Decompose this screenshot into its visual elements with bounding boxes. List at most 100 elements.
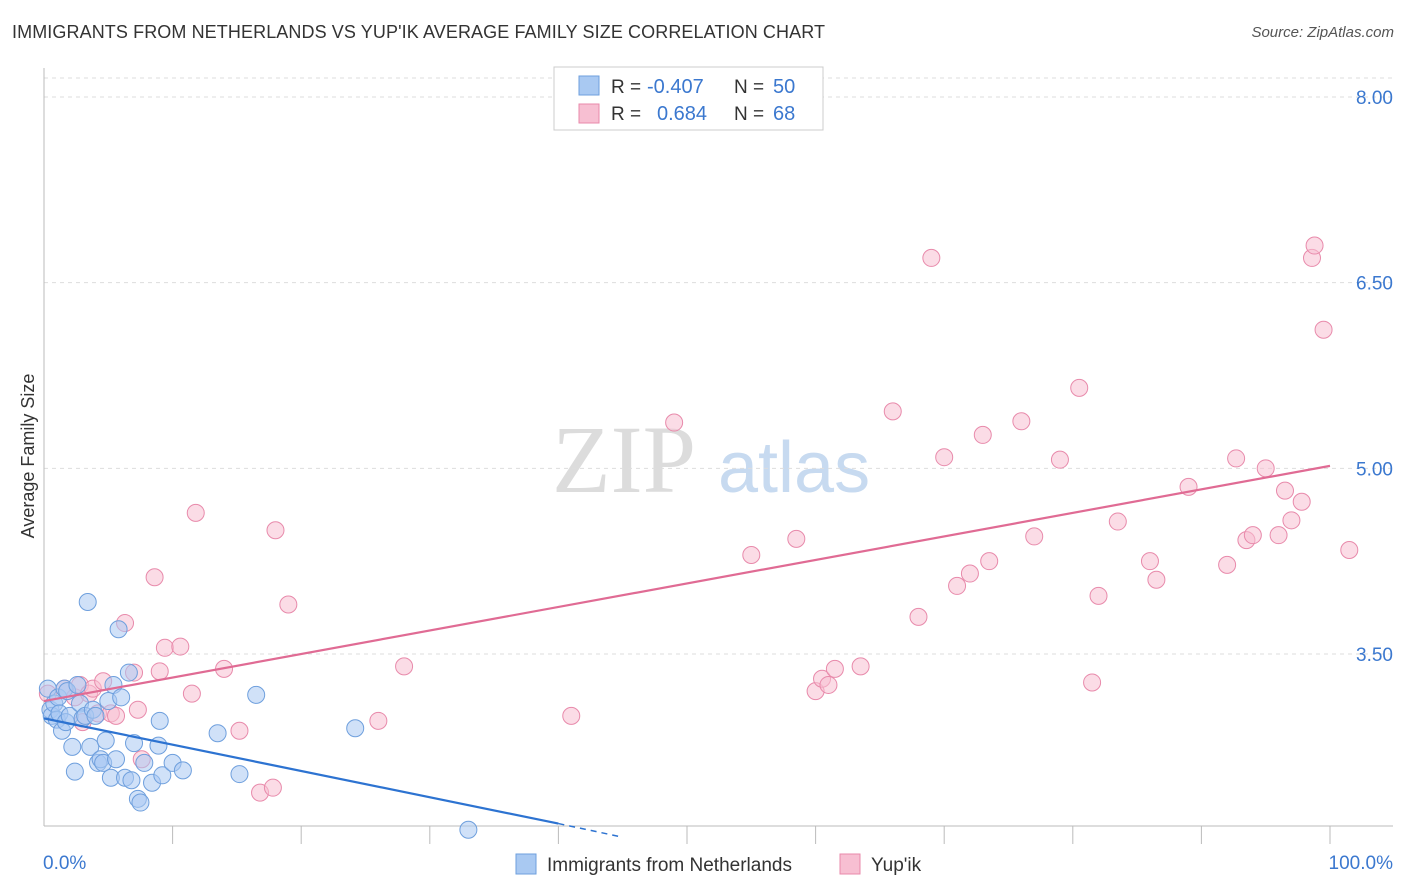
yupik-point <box>742 545 761 564</box>
legend-bottom-swatch-yupik <box>839 853 861 875</box>
series-yupik-points <box>38 236 1359 802</box>
legend-stats: R = -0.407 N = 50 R = 0.684 N = 68 <box>553 66 824 131</box>
yupik-point <box>182 684 201 703</box>
yupik-point <box>1218 555 1237 574</box>
yupik-point <box>1140 552 1159 571</box>
y-tick-label: 6.50 <box>1356 274 1393 295</box>
yupik-point <box>1050 450 1069 469</box>
netherlands-point <box>112 688 131 707</box>
netherlands-point <box>63 737 82 756</box>
netherlands-point <box>230 765 249 784</box>
yupik-point <box>922 248 941 267</box>
trendline-yupik <box>43 464 1331 703</box>
netherlands-point <box>173 761 192 780</box>
yupik-point <box>279 595 298 614</box>
yupik-point <box>909 607 928 626</box>
watermark: ZIP atlas <box>552 406 870 513</box>
legend-r-value-2: 0.684 <box>657 103 707 125</box>
yupik-point <box>171 637 190 656</box>
netherlands-point <box>125 734 144 753</box>
yupik-point <box>825 659 844 678</box>
netherlands-point <box>68 675 87 694</box>
y-tick-label: 8.00 <box>1356 88 1393 109</box>
netherlands-point <box>247 685 266 704</box>
netherlands-point <box>459 820 478 839</box>
yupik-point <box>266 521 285 540</box>
yupik-point <box>1269 526 1288 545</box>
yupik-point <box>1243 526 1262 545</box>
yupik-point <box>960 564 979 583</box>
yupik-point <box>787 529 806 548</box>
netherlands-point <box>150 711 169 730</box>
yupik-point <box>1083 673 1102 692</box>
legend-swatch-yupik <box>578 103 600 124</box>
yupik-point <box>263 778 282 797</box>
yupik-point <box>1227 449 1246 468</box>
netherlands-point <box>153 766 172 785</box>
legend-n-label-2: N = <box>734 104 764 125</box>
trend-lines <box>43 464 1331 838</box>
yupik-point <box>980 552 999 571</box>
yupik-point <box>819 675 838 694</box>
legend-bottom-swatch-netherlands <box>515 853 537 875</box>
yupik-point <box>1305 236 1324 255</box>
yupik-point <box>948 576 967 595</box>
yupik-point <box>395 657 414 676</box>
grid <box>44 77 1393 655</box>
netherlands-point <box>208 724 227 743</box>
x-tick-label-max: 100.0% <box>1329 853 1394 874</box>
netherlands-point <box>65 762 84 781</box>
yupik-point <box>155 638 174 657</box>
legend-bottom-label-yupik: Yup'ik <box>871 855 922 876</box>
yupik-point <box>1025 527 1044 546</box>
yupik-point <box>1070 378 1089 397</box>
netherlands-point <box>131 793 150 812</box>
yupik-point <box>145 568 164 587</box>
yupik-point <box>935 448 954 467</box>
legend-n-label-1: N = <box>734 77 764 98</box>
legend-r-value-1: -0.407 <box>647 76 704 98</box>
yupik-point <box>973 425 992 444</box>
yupik-point <box>665 413 684 432</box>
legend-bottom-label-netherlands: Immigrants from Netherlands <box>547 855 792 876</box>
yupik-point <box>1314 320 1333 339</box>
netherlands-point <box>78 593 97 612</box>
yupik-point <box>1282 511 1301 530</box>
legend-n-value-2: 68 <box>773 103 795 125</box>
yupik-point <box>1089 586 1108 605</box>
netherlands-point <box>107 750 126 769</box>
yupik-point <box>1108 512 1127 531</box>
y-tick-label: 3.50 <box>1356 645 1393 666</box>
legend-n-value-1: 50 <box>773 76 795 98</box>
yupik-point <box>186 503 205 522</box>
netherlands-point <box>109 620 128 639</box>
netherlands-point <box>122 771 141 790</box>
legend-r-label-1: R = <box>611 77 641 98</box>
yupik-point <box>1147 570 1166 589</box>
netherlands-point <box>86 706 105 725</box>
yupik-point <box>128 700 147 719</box>
netherlands-point <box>135 753 154 772</box>
netherlands-point <box>81 737 100 756</box>
yupik-point <box>1292 492 1311 511</box>
chart-source: Source: ZipAtlas.com <box>1251 24 1394 41</box>
legend-series: Immigrants from Netherlands Yup'ik <box>515 853 922 876</box>
chart-title: IMMIGRANTS FROM NETHERLANDS VS YUP'IK AV… <box>12 22 826 42</box>
y-tick-label: 5.00 <box>1356 459 1393 480</box>
trendline-netherlands <box>43 717 559 825</box>
yupik-point <box>1340 541 1359 560</box>
yupik-point <box>883 402 902 421</box>
yupik-point <box>1275 481 1294 500</box>
yupik-point <box>107 706 126 725</box>
x-tick-label-min: 0.0% <box>43 853 86 874</box>
yupik-point <box>230 721 249 740</box>
yupik-point <box>369 711 388 730</box>
series-netherlands-points <box>38 593 478 839</box>
y-tick-labels: 3.50 5.00 6.50 8.00 <box>1356 88 1393 666</box>
x-axis-ticks <box>172 826 1331 844</box>
yupik-point <box>1012 412 1031 431</box>
netherlands-point <box>119 663 138 682</box>
yupik-point <box>562 706 581 725</box>
legend-swatch-netherlands <box>578 75 600 96</box>
